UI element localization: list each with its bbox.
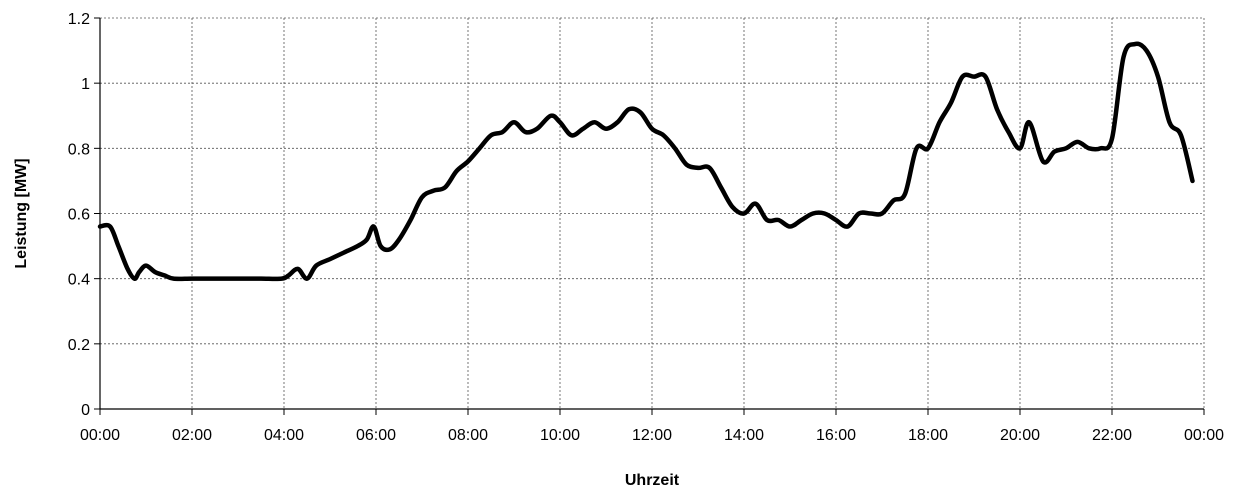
x-tick-label: 02:00 — [172, 427, 212, 444]
y-tick-label: 0.8 — [68, 141, 90, 158]
x-tick-label: 18:00 — [908, 427, 948, 444]
y-tick-label: 0.4 — [68, 272, 90, 289]
x-tick-label: 06:00 — [356, 427, 396, 444]
x-tick-label: 00:00 — [80, 427, 120, 444]
x-tick-label: 16:00 — [816, 427, 856, 444]
x-axis-title: Uhrzeit — [625, 472, 680, 489]
y-tick-label: 1 — [81, 76, 90, 93]
x-tick-label: 00:00 — [1184, 427, 1224, 444]
x-tick-label: 14:00 — [724, 427, 764, 444]
series-line — [97, 41, 1195, 282]
x-tick-label: 20:00 — [1000, 427, 1040, 444]
tick-labels: 00:00 02:00 04:00 06:00 08:00 10:00 12:00 14:00… — [68, 11, 1224, 444]
x-tick-label: 04:00 — [264, 427, 304, 444]
y-axis-title: Leistung [MW] — [13, 158, 30, 268]
x-tick-label: 10:00 — [540, 427, 580, 444]
y-tick-label: 0.2 — [68, 337, 90, 354]
series-layer — [97, 41, 1195, 282]
x-tick-label: 22:00 — [1092, 427, 1132, 444]
y-tick-label: 0.6 — [68, 207, 90, 224]
axes — [94, 17, 1205, 415]
y-tick-label: 1.2 — [68, 11, 90, 28]
x-tick-label: 12:00 — [632, 427, 672, 444]
y-tick-label: 0 — [81, 402, 90, 419]
x-tick-label: 08:00 — [448, 427, 488, 444]
